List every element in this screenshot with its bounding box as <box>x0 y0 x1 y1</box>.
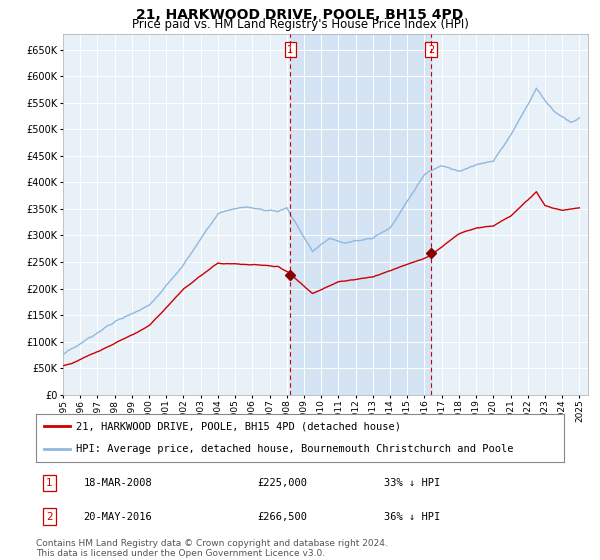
Text: 33% ↓ HPI: 33% ↓ HPI <box>385 478 441 488</box>
Text: 2: 2 <box>428 45 434 55</box>
Text: 21, HARKWOOD DRIVE, POOLE, BH15 4PD: 21, HARKWOOD DRIVE, POOLE, BH15 4PD <box>136 8 464 22</box>
Text: £225,000: £225,000 <box>258 478 308 488</box>
Text: 21, HARKWOOD DRIVE, POOLE, BH15 4PD (detached house): 21, HARKWOOD DRIVE, POOLE, BH15 4PD (det… <box>76 421 401 431</box>
Bar <box>290 34 431 395</box>
Text: HPI: Average price, detached house, Bournemouth Christchurch and Poole: HPI: Average price, detached house, Bour… <box>76 444 513 454</box>
Text: 1: 1 <box>287 45 293 55</box>
Text: Contains HM Land Registry data © Crown copyright and database right 2024.
This d: Contains HM Land Registry data © Crown c… <box>36 539 388 558</box>
Text: 1: 1 <box>46 478 53 488</box>
Text: 36% ↓ HPI: 36% ↓ HPI <box>385 512 441 521</box>
Text: £266,500: £266,500 <box>258 512 308 521</box>
Text: 20-MAY-2016: 20-MAY-2016 <box>83 512 152 521</box>
Text: 2: 2 <box>46 512 53 521</box>
Text: 18-MAR-2008: 18-MAR-2008 <box>83 478 152 488</box>
Text: Price paid vs. HM Land Registry's House Price Index (HPI): Price paid vs. HM Land Registry's House … <box>131 18 469 31</box>
